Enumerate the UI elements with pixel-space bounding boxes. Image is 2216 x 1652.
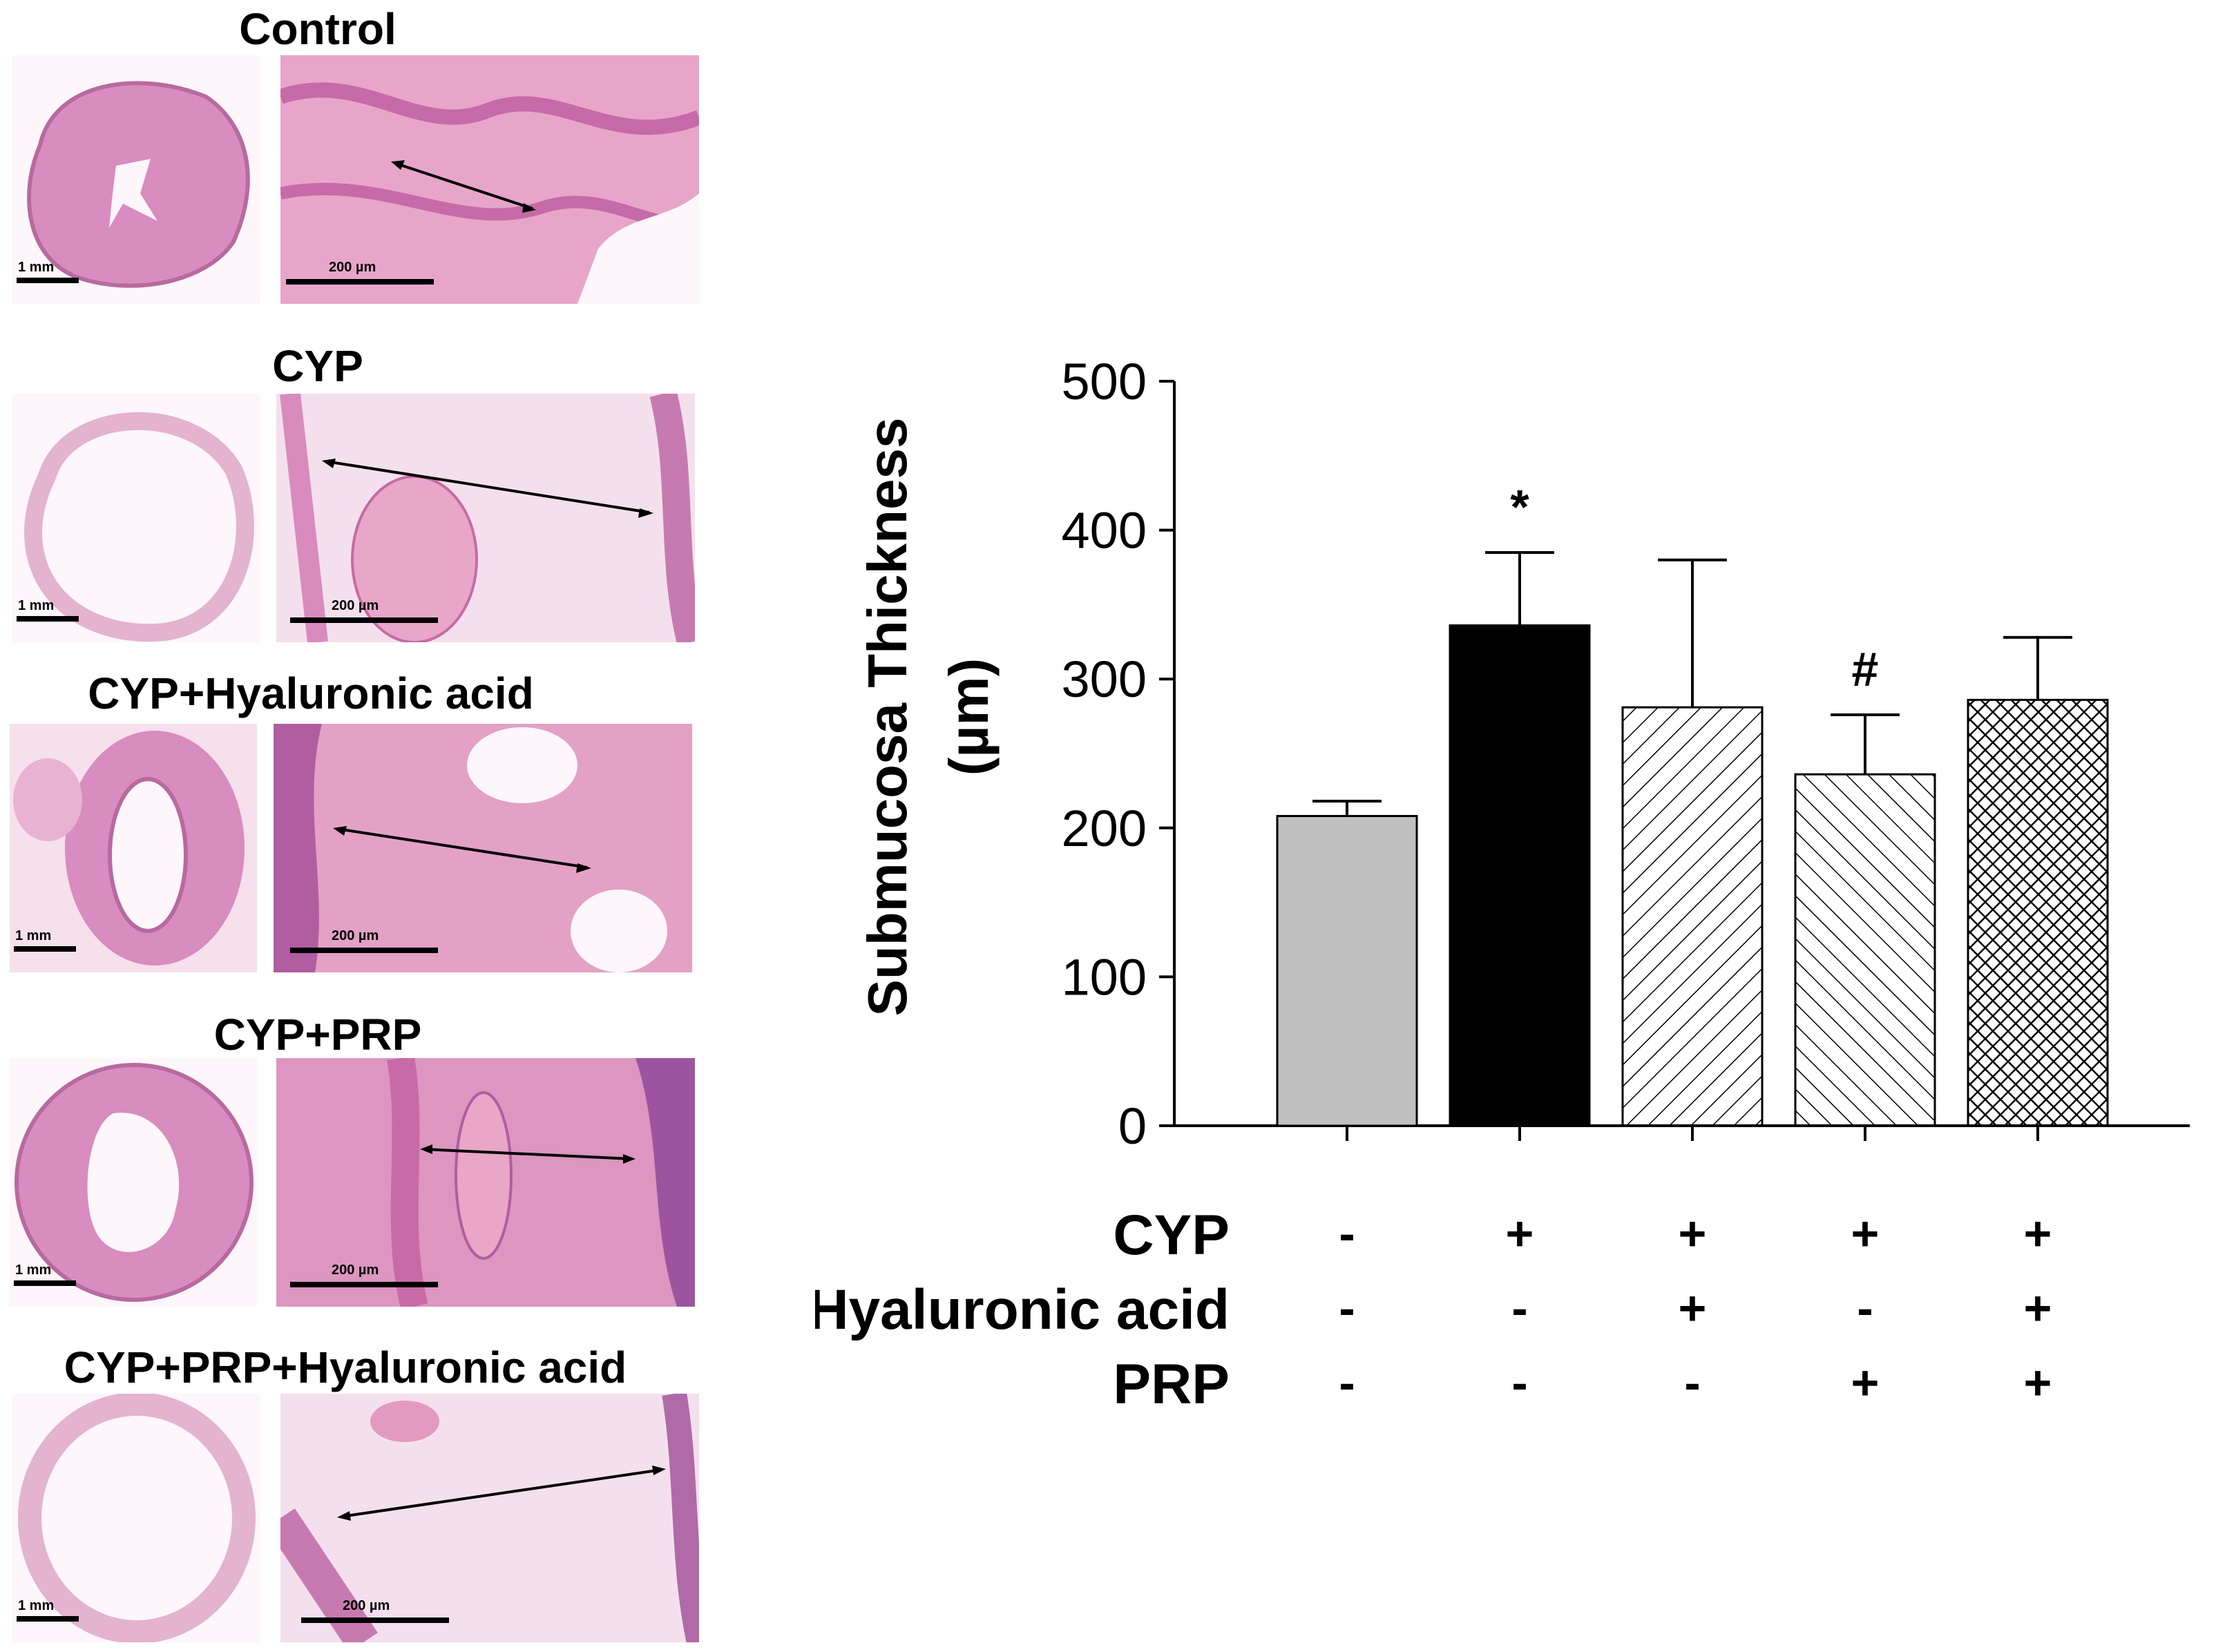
- treatment-mark: -: [1511, 1356, 1527, 1410]
- scale-bar-1mm: [17, 278, 79, 283]
- high-mag-image-control: 200 µm: [280, 55, 699, 304]
- treatment-mark: +: [1851, 1207, 1880, 1260]
- scale-label-1mm: 1 mm: [15, 928, 52, 943]
- treatment-mark: -: [1857, 1281, 1873, 1335]
- panel-title-cyp-ha: CYP+Hyaluronic acid: [88, 669, 534, 718]
- bar: [1967, 698, 2109, 1127]
- scale-bar-200um: [301, 1617, 449, 1623]
- panel-title-cyp-prp-ha: CYP+PRP+Hyaluronic acid: [64, 1343, 627, 1392]
- treatment-mark: +: [2024, 1281, 2052, 1335]
- scale-bar-1mm: [14, 946, 76, 952]
- treatment-row-label: Hyaluronic acid: [815, 1278, 1230, 1341]
- treatment-row-label: CYP: [1113, 1204, 1230, 1267]
- treatment-mark: +: [1851, 1356, 1880, 1410]
- low-mag-image-cyp-ha: 1 mm: [10, 724, 257, 972]
- y-axis-unit: (µm): [938, 658, 1000, 776]
- high-mag-image-cyp-prp-ha: 200 µm: [280, 1394, 699, 1642]
- scale-bar-1mm: [14, 1280, 76, 1286]
- treatment-mark: +: [1679, 1281, 1707, 1335]
- treatment-mark: -: [1511, 1281, 1527, 1335]
- tissue-detail-control: [280, 55, 699, 304]
- treatment-mark: -: [1339, 1281, 1355, 1335]
- high-mag-image-cyp: 200 µm: [276, 394, 695, 642]
- scale-label-200um: 200 µm: [343, 1598, 390, 1613]
- y-tick-label: 100: [1062, 948, 1147, 1006]
- treatment-mark: +: [2024, 1356, 2052, 1410]
- bar: [1276, 815, 1418, 1127]
- scale-bar-200um: [290, 1282, 438, 1287]
- bladder-section-control: [27, 81, 250, 288]
- high-mag-image-cyp-ha: 200 µm: [274, 724, 692, 972]
- panel-title-control: Control: [239, 4, 397, 54]
- treatment-mark: +: [2024, 1207, 2052, 1260]
- scale-label-200um: 200 µm: [329, 260, 376, 275]
- scale-bar-1mm: [17, 616, 79, 622]
- bladder-section-cyp-ha: [10, 724, 257, 972]
- treatment-mark: -: [1339, 1356, 1355, 1410]
- y-tick-label: 500: [1062, 353, 1147, 410]
- low-mag-image-control: 1 mm: [12, 55, 260, 304]
- scale-label-1mm: 1 mm: [18, 1598, 55, 1613]
- significance-marker: #: [1852, 642, 1879, 696]
- high-mag-image-cyp-prp: 200 µm: [276, 1058, 695, 1307]
- tissue-detail-cyp: [280, 394, 695, 642]
- treatment-mark: +: [1506, 1207, 1534, 1260]
- bar: [1794, 773, 1936, 1127]
- y-tick-label: 0: [1118, 1097, 1147, 1155]
- panel-title-cyp: CYP: [272, 341, 363, 391]
- scale-label-1mm: 1 mm: [18, 598, 55, 613]
- low-mag-image-cyp: 1 mm: [12, 394, 260, 642]
- treatment-row-label: PRP: [1113, 1353, 1230, 1416]
- scale-bar-200um: [286, 279, 434, 285]
- scale-bar-200um: [290, 948, 438, 953]
- panel-title-cyp-prp: CYP+PRP: [213, 1010, 422, 1059]
- treatment-mark: -: [1684, 1356, 1700, 1410]
- y-tick-label: 400: [1062, 502, 1147, 559]
- bladder-section-cyp: [23, 412, 254, 642]
- low-mag-image-cyp-prp: 1 mm: [10, 1058, 257, 1307]
- bladder-section-cyp-prp-ha: [18, 1394, 256, 1642]
- tissue-detail-cyp-ha: [274, 724, 692, 972]
- treatment-mark: +: [1679, 1207, 1707, 1260]
- low-mag-image-cyp-prp-ha: 1 mm: [12, 1394, 260, 1642]
- y-tick-label: 200: [1062, 800, 1147, 857]
- scale-label-200um: 200 µm: [332, 598, 379, 613]
- scale-bar-1mm: [17, 1616, 79, 1622]
- scale-label-200um: 200 µm: [332, 1262, 379, 1278]
- treatment-mark: -: [1339, 1207, 1355, 1260]
- significance-marker: *: [1510, 480, 1529, 534]
- y-tick-label: 300: [1062, 651, 1147, 708]
- y-axis-title: Submucosa Thickness: [857, 418, 918, 1017]
- bar: [1621, 706, 1764, 1127]
- scale-bar-200um: [290, 617, 438, 623]
- tissue-detail-cyp-prp: [276, 1058, 695, 1307]
- scale-label-1mm: 1 mm: [18, 260, 55, 275]
- bar: [1449, 624, 1591, 1127]
- bladder-section-cyp-prp: [15, 1063, 254, 1302]
- submucosa-thickness-chart: 0 100 200 300 400 500 * # CYP - + + + + Hyaluronic aci…: [815, 353, 2190, 1416]
- scale-label-1mm: 1 mm: [15, 1262, 52, 1278]
- scale-label-200um: 200 µm: [332, 928, 379, 943]
